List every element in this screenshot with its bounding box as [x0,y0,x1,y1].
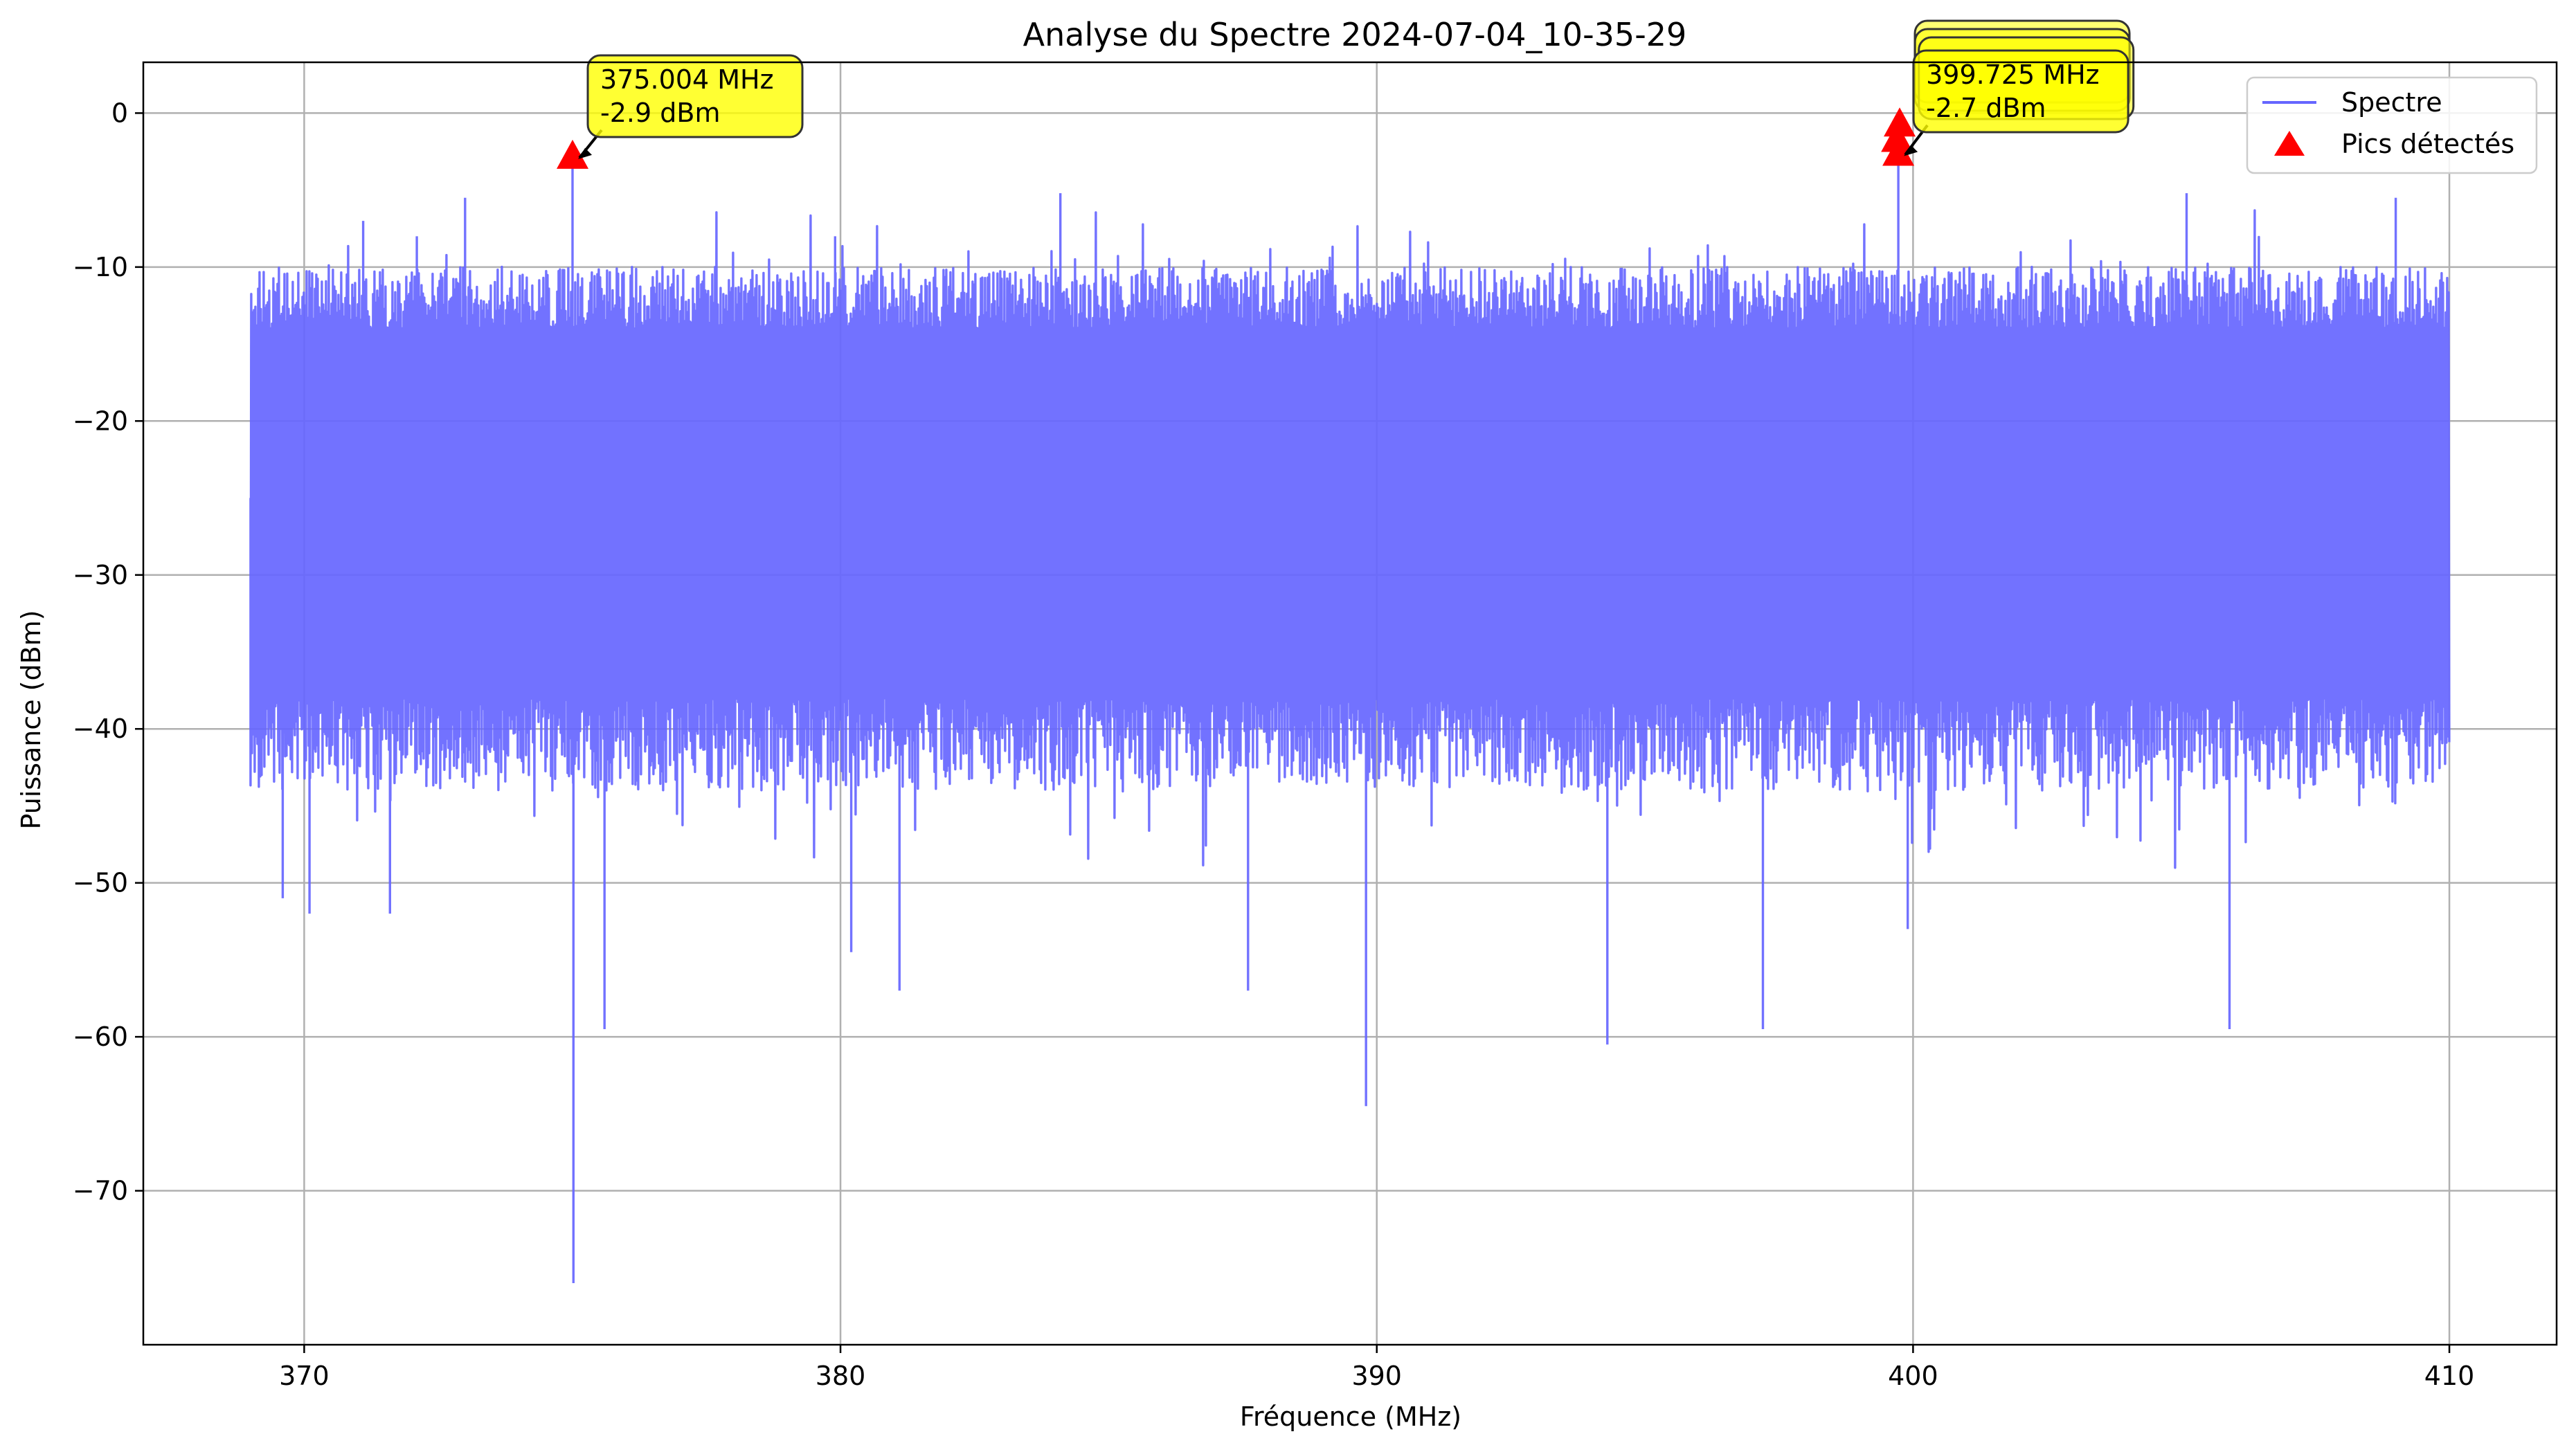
x-tick-label: 390 [1351,1361,1402,1391]
annotation-power: -2.7 dBm [1926,93,2046,123]
x-tick-label: 380 [816,1361,866,1391]
y-axis-ticks: 0 −10 −20 −30 −40 −50 −60 −70 [73,98,143,1206]
x-axis-label: Fréquence (MHz) [1240,1401,1461,1432]
peak-marker [557,139,589,169]
legend-spectre-label: Spectre [2341,87,2442,118]
peak-markers [557,107,1916,169]
annotation-box [1912,49,2129,134]
y-tick-label: 0 [111,98,128,128]
y-tick-label: −20 [73,406,128,436]
legend-pics-swatch [2274,131,2305,156]
plot-frame [142,61,2558,1346]
y-tick-label: −30 [73,560,128,590]
annotation-box [586,54,804,138]
x-axis-ticks: 370 380 390 400 410 [279,1345,2474,1391]
annotation-frequency: 399.725 MHz [1926,60,2100,90]
annotation-frequency: 375.004 MHz [600,64,774,95]
y-tick-label: −50 [73,868,128,898]
chart-title: Analyse du Spectre 2024-07-04_10-35-29 [1023,16,1687,53]
y-axis-label: Puissance (dBm) [16,610,46,829]
annotation-power: -2.9 dBm [600,98,720,128]
spectrum-series [249,154,2451,1283]
legend-box [2246,76,2538,174]
x-tick-label: 400 [1888,1361,1938,1391]
annotation-arrowhead [1904,145,1918,156]
x-tick-label: 370 [279,1361,330,1391]
y-tick-label: −70 [73,1176,128,1206]
y-tick-label: −10 [73,252,128,282]
peak-marker [1884,107,1916,137]
x-tick-label: 410 [2424,1361,2475,1391]
y-tick-label: −60 [73,1022,128,1052]
spectrum-line [249,154,2451,1283]
legend-pics-label: Pics détectés [2341,129,2514,159]
annotation-arrowhead [578,147,593,159]
y-tick-label: −40 [73,714,128,744]
legend: Spectre Pics détectés [2246,76,2538,174]
peak-marker [1881,122,1913,152]
